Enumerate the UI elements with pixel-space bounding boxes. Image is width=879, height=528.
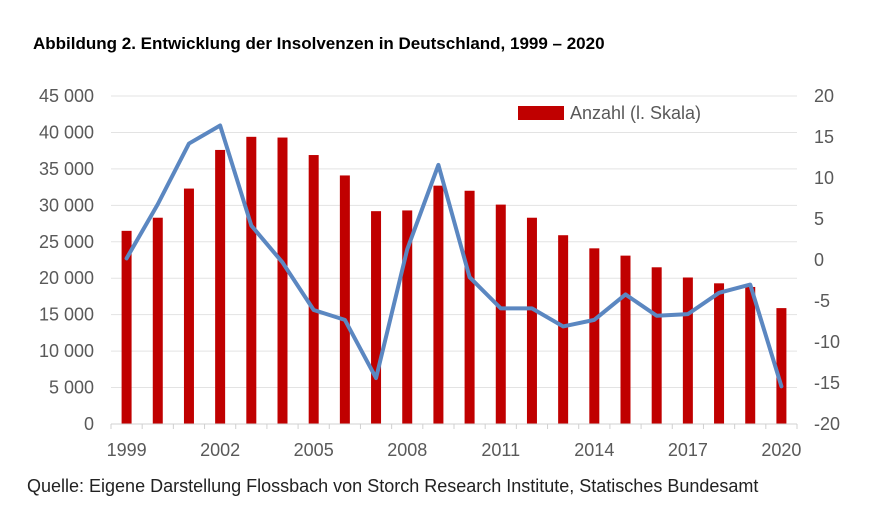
y-right-tick-label: 0 xyxy=(814,250,824,270)
bar xyxy=(152,217,163,424)
x-tick-label: 2008 xyxy=(387,440,427,460)
x-tick-label: 2014 xyxy=(574,440,614,460)
y-left-tick-label: 20 000 xyxy=(39,268,94,288)
y-right-tick-label: 15 xyxy=(814,127,834,147)
bar xyxy=(121,230,132,424)
y-right-tick-label: -20 xyxy=(814,414,840,434)
bar xyxy=(339,175,350,424)
y-left-tick-label: 35 000 xyxy=(39,159,94,179)
bar xyxy=(682,277,693,424)
x-axis: 1999 2002 2005 2008 2011 2014 2017 2020 xyxy=(107,423,801,460)
line-series xyxy=(124,123,784,389)
bar xyxy=(526,217,537,424)
legend-swatch xyxy=(518,106,564,120)
bar xyxy=(776,308,787,424)
y-right-tick-label: 5 xyxy=(814,209,824,229)
bar xyxy=(183,188,194,424)
legend-label: Anzahl (l. Skala) xyxy=(570,103,701,123)
bar xyxy=(371,211,382,424)
y-axis-right: -20 -15 -10 -5 0 5 10 15 20 xyxy=(814,86,840,434)
y-right-tick-label: 20 xyxy=(814,86,834,106)
y-axis-left: 0 5 000 10 000 15 000 20 000 25 000 30 000 35 0… xyxy=(39,86,94,434)
bar xyxy=(495,204,506,424)
y-right-tick-label: -10 xyxy=(814,332,840,352)
y-left-tick-label: 10 000 xyxy=(39,341,94,361)
bar xyxy=(620,255,631,424)
y-left-tick-label: 30 000 xyxy=(39,195,94,215)
bar xyxy=(246,136,257,424)
chart: 0 5 000 10 000 15 000 20 000 25 000 30 000 35 0… xyxy=(39,86,840,460)
y-left-tick-label: 0 xyxy=(84,414,94,434)
source-note: Quelle: Eigene Darstellung Flossbach von… xyxy=(27,476,759,496)
bar xyxy=(277,137,288,424)
bar xyxy=(589,248,600,424)
bar xyxy=(464,190,475,424)
y-right-tick-label: 10 xyxy=(814,168,834,188)
bar xyxy=(714,283,725,424)
grid-lines xyxy=(111,95,797,389)
x-tick-label: 2002 xyxy=(200,440,240,460)
bar xyxy=(215,149,226,424)
bar xyxy=(402,210,413,424)
line-path xyxy=(124,123,784,389)
y-left-tick-label: 40 000 xyxy=(39,122,94,142)
chart-title: Abbildung 2. Entwicklung der Insolvenzen… xyxy=(33,34,605,53)
bar xyxy=(433,185,444,424)
x-tick-label: 2011 xyxy=(481,440,520,460)
bar xyxy=(558,235,569,424)
x-tick-label: 2020 xyxy=(761,440,801,460)
y-right-tick-label: -5 xyxy=(814,291,830,311)
x-tick-label: 1999 xyxy=(107,440,147,460)
y-left-tick-label: 5 000 xyxy=(49,378,94,398)
bar xyxy=(651,267,662,424)
x-tick-label: 2005 xyxy=(294,440,334,460)
bar-series xyxy=(121,136,787,425)
y-left-tick-label: 45 000 xyxy=(39,86,94,106)
y-right-tick-label: -15 xyxy=(814,373,840,393)
legend: Anzahl (l. Skala) xyxy=(518,103,701,123)
y-left-tick-label: 25 000 xyxy=(39,232,94,252)
bar xyxy=(308,155,319,425)
y-left-tick-label: 15 000 xyxy=(39,305,94,325)
x-tick-label: 2017 xyxy=(668,440,708,460)
bar xyxy=(745,286,756,424)
